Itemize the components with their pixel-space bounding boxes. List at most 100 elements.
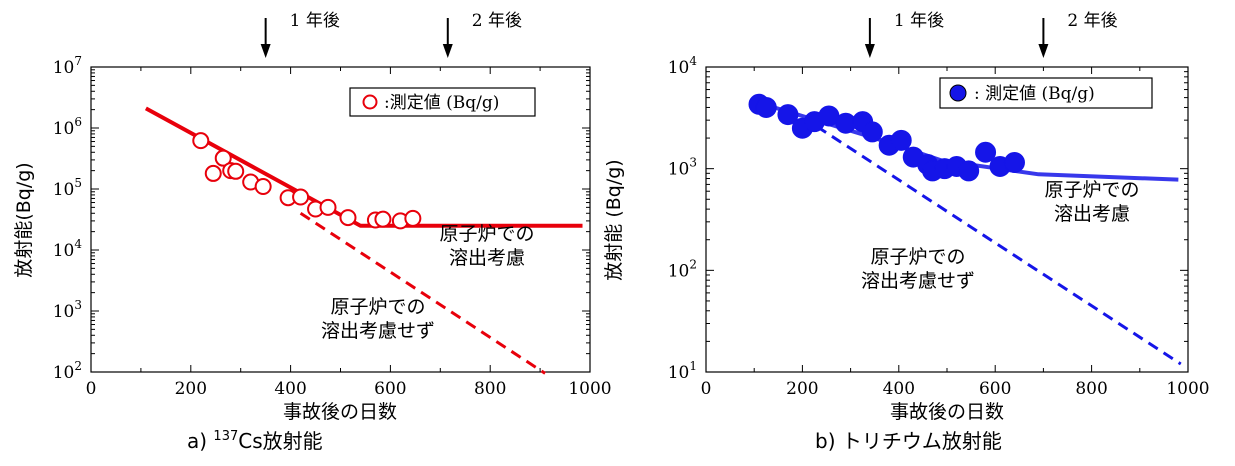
arrow-label: 1 年後 bbox=[894, 11, 944, 31]
annotation-line: 原子炉での bbox=[330, 296, 425, 318]
caption-prefix: b) bbox=[815, 429, 842, 453]
x-tick-label: 600 bbox=[979, 379, 1011, 399]
data-point bbox=[975, 141, 997, 163]
x-tick-label: 1000 bbox=[1166, 379, 1209, 399]
y-tick-base: 10 bbox=[53, 58, 75, 78]
annotation-line: 原子炉での bbox=[870, 246, 965, 268]
annotation-with-leaching: 原子炉での溶出考慮 bbox=[439, 223, 534, 269]
legend-marker bbox=[949, 84, 967, 102]
chart-a: 0 200 400 600 800 1000102103104105106107事故後の日… bbox=[13, 11, 612, 453]
legend-box bbox=[349, 87, 536, 117]
y-tick-base: 10 bbox=[53, 363, 75, 383]
y-axis-label: 放射能 (Bq/g) bbox=[603, 159, 625, 280]
legend: :測定値 (Bq/g) bbox=[349, 87, 536, 117]
annotation-without-leaching: 原子炉での溶出考慮せず bbox=[321, 296, 435, 342]
annotation-line: 溶出考慮せず bbox=[321, 320, 435, 342]
y-tick-exponent: 5 bbox=[74, 176, 82, 190]
data-point bbox=[890, 129, 912, 151]
annotation-line: 溶出考慮せず bbox=[861, 270, 975, 292]
y-tick-label: 105 bbox=[53, 176, 82, 200]
y-tick-exponent: 4 bbox=[689, 54, 697, 68]
arrow-head bbox=[260, 44, 271, 58]
x-tick-label: 0 bbox=[701, 379, 712, 399]
y-tick-label: 102 bbox=[53, 359, 82, 383]
year-arrow: 1 年後 bbox=[864, 11, 944, 58]
data-point bbox=[192, 132, 210, 150]
x-tick-label: 200 bbox=[175, 379, 207, 399]
data-point bbox=[254, 177, 272, 195]
x-axis-label: 事故後の日数 bbox=[890, 401, 1004, 423]
data-point bbox=[292, 188, 310, 206]
x-tick-label: 400 bbox=[274, 379, 306, 399]
fit-line-with-leaching bbox=[144, 106, 583, 228]
y-tick-exponent: 4 bbox=[74, 237, 82, 251]
year-arrow: 1 年後 bbox=[260, 11, 340, 58]
y-tick-base: 10 bbox=[668, 363, 690, 383]
y-axis-label: 放射能(Bq/g) bbox=[13, 162, 35, 277]
annotation-line: 原子炉での bbox=[1044, 179, 1139, 201]
data-point bbox=[958, 160, 980, 182]
x-tick-label: 1000 bbox=[568, 379, 611, 399]
annotation-line: 溶出考慮 bbox=[1054, 203, 1130, 225]
fit-line-without-leaching bbox=[816, 125, 1182, 366]
arrow-label: 2 年後 bbox=[472, 11, 522, 31]
caption-superscript: 137 bbox=[213, 429, 238, 444]
x-tick-label: 200 bbox=[786, 379, 818, 399]
y-tick-base: 10 bbox=[53, 302, 75, 322]
y-tick-label: 104 bbox=[668, 54, 698, 78]
year-arrow: 2 年後 bbox=[442, 11, 522, 58]
caption-main: トリチウム放射能 bbox=[842, 429, 1002, 453]
y-tick-exponent: 6 bbox=[74, 115, 82, 129]
y-tick-exponent: 3 bbox=[74, 298, 82, 312]
legend-label: :測定値 (Bq/g) bbox=[384, 93, 499, 113]
x-tick-label: 400 bbox=[883, 379, 915, 399]
arrow-head bbox=[442, 44, 453, 58]
x-tick-label: 600 bbox=[374, 379, 406, 399]
annotation-line: 溶出考慮 bbox=[449, 247, 525, 269]
y-tick-exponent: 1 bbox=[689, 359, 697, 373]
caption-main: Cs放射能 bbox=[238, 429, 322, 453]
y-tick-exponent: 3 bbox=[689, 156, 697, 170]
data-point bbox=[1003, 151, 1025, 173]
y-tick-base: 10 bbox=[668, 261, 690, 281]
y-tick-base: 10 bbox=[53, 241, 75, 261]
fit-line-without-leaching bbox=[299, 212, 546, 375]
data-point bbox=[204, 164, 222, 182]
legend-label: : 測定値 (Bq/g) bbox=[974, 84, 1095, 104]
data-point bbox=[227, 162, 245, 180]
y-tick-label: 103 bbox=[668, 156, 697, 180]
chart-caption: b) トリチウム放射能 bbox=[815, 429, 1002, 453]
annotation-line: 原子炉での bbox=[439, 223, 534, 245]
y-tick-label: 103 bbox=[53, 298, 82, 322]
annotation-without-leaching: 原子炉での溶出考慮せず bbox=[861, 246, 975, 292]
legend-marker bbox=[362, 94, 378, 110]
y-tick-exponent: 2 bbox=[74, 359, 82, 373]
data-point bbox=[319, 198, 337, 216]
data-point bbox=[374, 210, 392, 228]
y-tick-label: 104 bbox=[53, 237, 83, 261]
arrow-head bbox=[1038, 44, 1049, 58]
y-tick-exponent: 7 bbox=[74, 54, 82, 68]
annotation-with-leaching: 原子炉での溶出考慮 bbox=[1044, 179, 1139, 225]
arrow-head bbox=[864, 44, 875, 58]
y-tick-base: 10 bbox=[53, 180, 75, 200]
x-axis-label: 事故後の日数 bbox=[283, 401, 397, 423]
arrow-label: 2 年後 bbox=[1067, 11, 1117, 31]
y-tick-label: 107 bbox=[53, 54, 82, 78]
y-tick-exponent: 2 bbox=[689, 257, 697, 271]
x-tick-label: 0 bbox=[86, 379, 97, 399]
legend-box bbox=[939, 77, 1153, 109]
data-point bbox=[214, 149, 232, 167]
y-tick-label: 106 bbox=[53, 115, 82, 139]
data-point bbox=[777, 104, 799, 126]
x-tick-label: 800 bbox=[474, 379, 506, 399]
data-point bbox=[861, 121, 883, 143]
y-tick-base: 10 bbox=[53, 119, 75, 139]
caption-prefix: a) bbox=[187, 429, 213, 453]
y-tick-base: 10 bbox=[668, 58, 690, 78]
data-point bbox=[404, 209, 422, 227]
legend: : 測定値 (Bq/g) bbox=[939, 77, 1153, 109]
arrow-label: 1 年後 bbox=[290, 11, 340, 31]
